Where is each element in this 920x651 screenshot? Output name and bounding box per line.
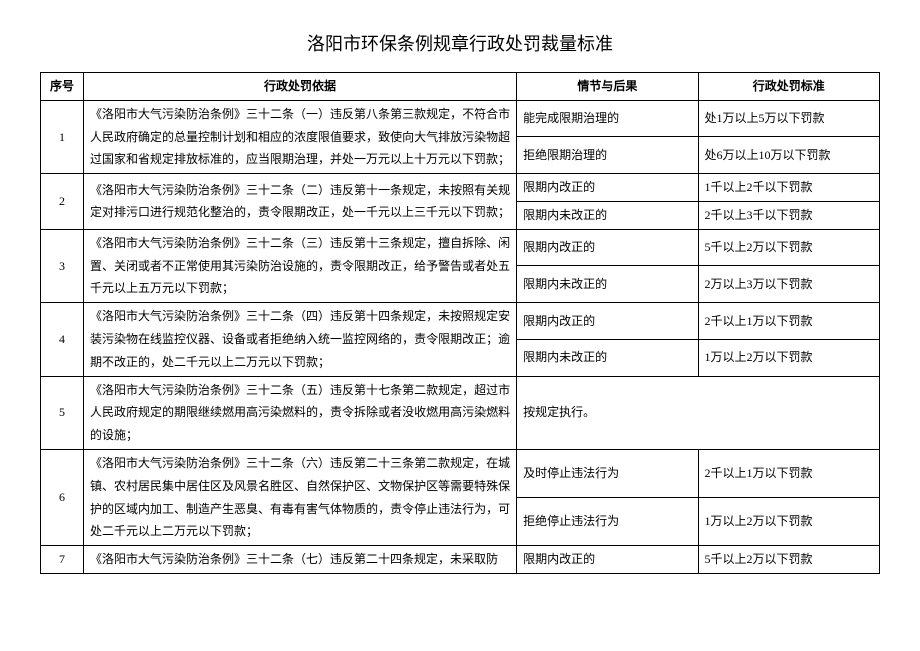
cell-std: 处1万以上5万以下罚款 xyxy=(698,100,879,137)
page-title: 洛阳市环保条例规章行政处罚裁量标准 xyxy=(40,30,880,56)
table-row: 6《洛阳市大气污染防治条例》三十二条（六）违反第二十三条第二款规定，在城镇、农村… xyxy=(41,449,880,497)
cell-seq: 5 xyxy=(41,376,84,449)
cell-basis: 《洛阳市大气污染防治条例》三十二条（三）违反第十三条规定，擅自拆除、闲置、关闭或… xyxy=(83,229,516,302)
cell-basis: 《洛阳市大气污染防治条例》三十二条（一）违反第八条第三款规定，不符合市人民政府确… xyxy=(83,100,516,173)
cell-seq: 1 xyxy=(41,100,84,173)
cell-std: 5千以上2万以下罚款 xyxy=(698,229,879,266)
cell-basis: 《洛阳市大气污染防治条例》三十二条（六）违反第二十三条第二款规定，在城镇、农村居… xyxy=(83,449,516,545)
cell-seq: 4 xyxy=(41,303,84,376)
cell-circ: 拒绝限期治理的 xyxy=(517,137,698,174)
cell-std: 5千以上2万以下罚款 xyxy=(698,546,879,574)
cell-std: 1万以上2万以下罚款 xyxy=(698,339,879,376)
cell-circ: 限期内未改正的 xyxy=(517,339,698,376)
header-circ: 情节与后果 xyxy=(517,73,698,101)
cell-std: 处6万以上10万以下罚款 xyxy=(698,137,879,174)
cell-std: 2千以上3千以下罚款 xyxy=(698,201,879,229)
cell-basis: 《洛阳市大气污染防治条例》三十二条（七）违反第二十四条规定，未采取防 xyxy=(83,546,516,574)
cell-seq: 2 xyxy=(41,174,84,230)
penalty-table: 序号 行政处罚依据 情节与后果 行政处罚标准 1《洛阳市大气污染防治条例》三十二… xyxy=(40,72,880,574)
header-std: 行政处罚标准 xyxy=(698,73,879,101)
cell-circ: 及时停止违法行为 xyxy=(517,449,698,497)
cell-seq: 7 xyxy=(41,546,84,574)
cell-seq: 3 xyxy=(41,229,84,302)
cell-basis: 《洛阳市大气污染防治条例》三十二条（二）违反第十一条规定，未按照有关规定对排污口… xyxy=(83,174,516,230)
cell-circ: 限期内改正的 xyxy=(517,174,698,202)
cell-circ: 限期内未改正的 xyxy=(517,266,698,303)
header-basis: 行政处罚依据 xyxy=(83,73,516,101)
cell-std: 1万以上2万以下罚款 xyxy=(698,498,879,546)
table-row: 5《洛阳市大气污染防治条例》三十二条（五）违反第十七条第二款规定，超过市人民政府… xyxy=(41,376,880,449)
table-header-row: 序号 行政处罚依据 情节与后果 行政处罚标准 xyxy=(41,73,880,101)
table-row: 1《洛阳市大气污染防治条例》三十二条（一）违反第八条第三款规定，不符合市人民政府… xyxy=(41,100,880,137)
cell-circ: 限期内改正的 xyxy=(517,546,698,574)
cell-std: 1千以上2千以下罚款 xyxy=(698,174,879,202)
cell-circ: 拒绝停止违法行为 xyxy=(517,498,698,546)
cell-basis: 《洛阳市大气污染防治条例》三十二条（五）违反第十七条第二款规定，超过市人民政府规… xyxy=(83,376,516,449)
cell-seq: 6 xyxy=(41,449,84,545)
cell-circ: 限期内未改正的 xyxy=(517,201,698,229)
cell-circ-std-merged: 按规定执行。 xyxy=(517,376,880,449)
table-row: 7《洛阳市大气污染防治条例》三十二条（七）违反第二十四条规定，未采取防限期内改正… xyxy=(41,546,880,574)
table-row: 2《洛阳市大气污染防治条例》三十二条（二）违反第十一条规定，未按照有关规定对排污… xyxy=(41,174,880,202)
table-row: 3《洛阳市大气污染防治条例》三十二条（三）违反第十三条规定，擅自拆除、闲置、关闭… xyxy=(41,229,880,266)
cell-basis: 《洛阳市大气污染防治条例》三十二条（四）违反第十四条规定，未按照规定安装污染物在… xyxy=(83,303,516,376)
cell-circ: 能完成限期治理的 xyxy=(517,100,698,137)
header-seq: 序号 xyxy=(41,73,84,101)
cell-std: 2千以上1万以下罚款 xyxy=(698,449,879,497)
cell-circ: 限期内改正的 xyxy=(517,229,698,266)
cell-std: 2千以上1万以下罚款 xyxy=(698,303,879,340)
cell-circ: 限期内改正的 xyxy=(517,303,698,340)
cell-std: 2万以上3万以下罚款 xyxy=(698,266,879,303)
table-row: 4《洛阳市大气污染防治条例》三十二条（四）违反第十四条规定，未按照规定安装污染物… xyxy=(41,303,880,340)
